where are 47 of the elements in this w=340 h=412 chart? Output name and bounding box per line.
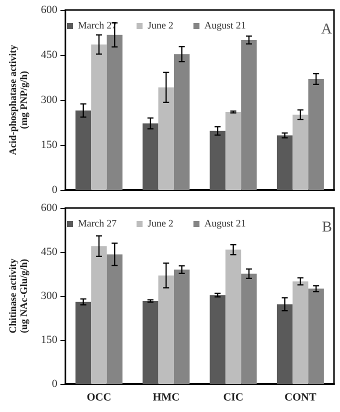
- y-tick-label: 450: [40, 49, 58, 61]
- x-tick-label: CONT: [284, 392, 317, 404]
- bar: [91, 246, 107, 384]
- annotation: B: [322, 220, 332, 236]
- y-tick-label: 150: [40, 139, 58, 151]
- bar: [75, 110, 92, 190]
- y-tick-label: 600: [40, 4, 58, 16]
- bar: [241, 274, 257, 384]
- bar: [225, 112, 242, 190]
- legend-label: June 2: [148, 218, 174, 230]
- bar: [225, 250, 242, 384]
- bar: [75, 302, 92, 384]
- legend-label: August 21: [204, 218, 246, 230]
- bar: [308, 79, 324, 190]
- bar: [308, 288, 324, 384]
- bar: [210, 130, 226, 190]
- y-axis-title: Chitinase activity (ug NAc-Glu/g/h): [8, 258, 30, 334]
- legend-label: August 21: [204, 20, 246, 32]
- y-axis-title: Acid-phosphatase activity (mg PNP/g/h): [8, 44, 30, 156]
- x-tick-label: CIC: [223, 392, 244, 404]
- y-tick-label: 300: [40, 94, 58, 106]
- bar: [174, 54, 190, 190]
- bar: [276, 304, 293, 384]
- annotation: A: [321, 22, 332, 38]
- y-tick-label: 600: [40, 202, 58, 214]
- x-tick-label: HMC: [152, 392, 180, 404]
- bar: [241, 40, 257, 190]
- bar: [106, 34, 122, 190]
- bar: [292, 114, 308, 190]
- bar: [292, 281, 308, 384]
- legend-label: June 2: [148, 20, 174, 32]
- bar: [91, 44, 107, 190]
- y-tick-label: 450: [40, 246, 58, 258]
- y-tick-label: 0: [52, 184, 58, 196]
- x-tick-label: OCC: [86, 392, 112, 404]
- y-tick-label: 300: [40, 290, 58, 302]
- bar: [142, 300, 158, 384]
- y-tick-label: 0: [52, 378, 58, 390]
- bar: [276, 135, 293, 190]
- y-tick-label: 150: [40, 334, 58, 346]
- bar: [106, 254, 122, 384]
- bar: [210, 295, 226, 384]
- bar: [158, 87, 174, 190]
- bar: [158, 275, 174, 384]
- bar: [174, 270, 190, 384]
- legend-label: March 27: [78, 218, 117, 230]
- bar: [142, 123, 158, 190]
